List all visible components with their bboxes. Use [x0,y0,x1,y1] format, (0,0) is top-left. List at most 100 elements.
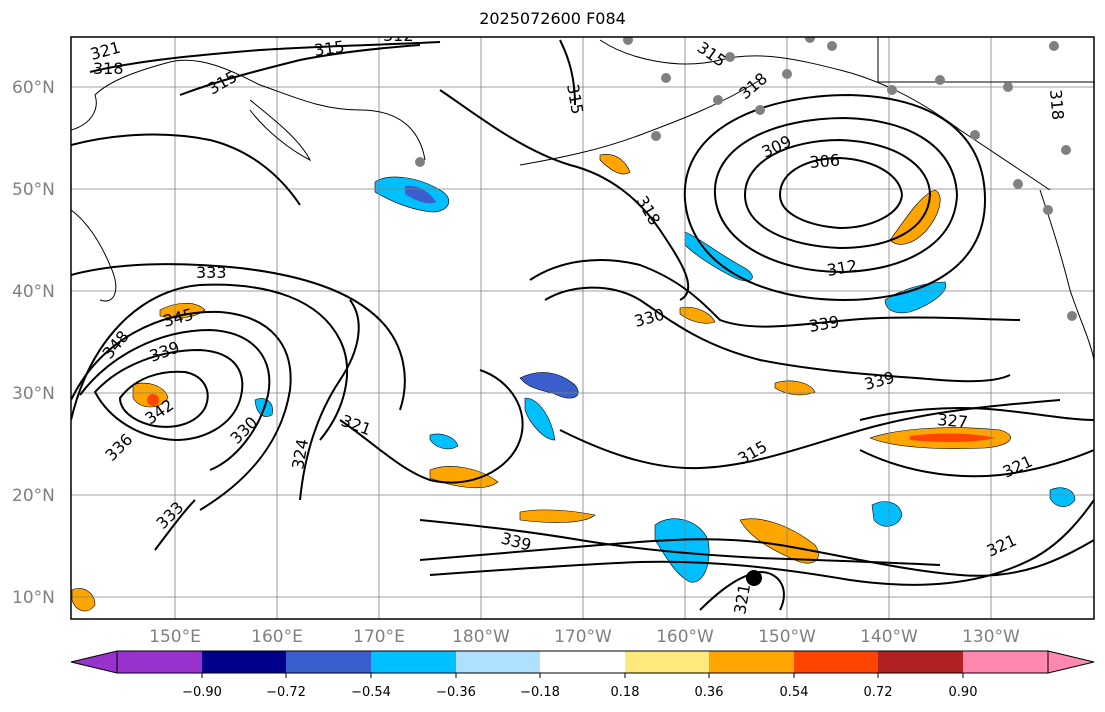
lat-label-10n: 10°N [12,588,55,608]
contour-318-upper [439,89,690,301]
colorbar-tick-label: 0.72 [864,685,893,700]
contour-327 [859,449,1094,478]
red-patch-west [147,394,159,406]
contours [71,39,1094,611]
contour-336 [299,299,360,501]
colorbar-extend-high [1047,650,1095,674]
colorbar-tick-label: −0.18 [520,685,560,700]
contour-342 [79,328,271,471]
blue-patch-midlat [519,372,579,399]
station-dot [1061,145,1071,155]
station-dot [805,37,815,43]
lon-label-150w: 150°W [758,627,816,647]
colorbar-tick-label: 0.36 [695,685,724,700]
colorbar-extend-low [70,650,118,674]
plot-area [71,37,1094,619]
colorbar-bin [456,651,540,673]
colorbar-bin [794,651,878,673]
colorbar-bin [709,651,794,673]
lon-label-170w: 170°W [554,627,612,647]
station-dot [1049,41,1059,51]
purple-patch-aleutian [405,185,436,204]
contour-339 [71,310,292,511]
station-dot [1003,82,1013,92]
contour-339-south [699,570,785,611]
graticule [71,37,1094,619]
contour-label: 333 [196,263,227,282]
coast-asia [71,59,426,161]
contour-label: 312 [383,26,414,45]
colorbar-bin [202,651,286,673]
orange-patch-bering [599,154,631,175]
station-dot [1013,179,1023,189]
contour-330-south [419,538,1094,577]
orange-patch-gulf [889,189,941,245]
coast-aleutians [519,79,761,166]
orange-patch-south2 [519,509,596,523]
colorbar-bin [963,651,1048,673]
station-dot [623,37,633,45]
lat-label-30n: 30°N [12,384,55,404]
colorbar-bin [540,651,625,673]
colorbar-tick-label: −0.54 [351,685,391,700]
coast-box [877,37,1094,83]
station-dot [782,69,792,79]
orange-patch-mid [774,380,816,396]
contour-low-309 [743,138,932,250]
lon-label-170e: 170°E [353,627,405,647]
station-dot [725,52,735,62]
map-frame [70,36,1095,620]
station-dot [827,41,837,51]
contour-315-mid [544,286,1011,383]
colorbar: −0.90 −0.72 −0.54 −0.36 −0.18 0.18 0.36 … [70,650,1095,700]
colorbar-tick-label: 0.54 [780,685,809,700]
contour-333 [71,283,348,441]
colorbar-bin [286,651,371,673]
coast-alaska [599,39,1051,191]
colorbar-bin [117,651,202,673]
contour-333-south [429,499,1094,586]
contour-348 [118,370,209,428]
station-dot [1067,311,1077,321]
blue-patch-south [654,518,710,583]
contour-330-north [71,133,301,206]
coast-japan [71,209,117,302]
contour-label: 306 [809,150,841,172]
colorbar-bin [878,651,963,673]
station-dot [755,105,765,115]
colorbar-frame [116,650,1049,674]
contour-low-315 [683,93,987,302]
blue-patch-east2 [1049,487,1076,507]
contour-345 [93,348,244,442]
contour-318-nw [89,41,441,73]
contour-low-306 [778,156,904,230]
lat-label-50n: 50°N [12,180,55,200]
blue-patch-central [524,397,556,441]
lon-label-160e: 160°E [251,627,303,647]
colorbar-ticks [201,673,964,678]
colorbar-bin [371,651,456,673]
station-dot [713,95,723,105]
station-dot [970,130,980,140]
station-dot [651,131,661,141]
station-dot [935,75,945,85]
lon-labels: 150°E 160°E 170°E 180°W 170°W 160°W 150°… [149,627,1020,647]
lat-label-60n: 60°N [12,78,55,98]
colorbar-tick-label: −0.72 [266,685,306,700]
contour-339-sw [154,499,196,551]
colorbar-tick-label: 0.90 [949,685,978,700]
contour-330-central [339,369,524,484]
contour-north-mid [559,39,576,106]
station-dots [415,37,1077,321]
coastlines [71,37,1094,361]
colorbar-bin [625,651,709,673]
lon-label-130w: 130°W [962,627,1020,647]
contour-321-south [419,519,941,566]
contour-318-mid [529,259,1021,328]
station-dot [887,85,897,95]
colorbar-tick-label: −0.90 [182,685,222,700]
contour-315-nw [179,44,421,96]
coast-kamchatka [249,99,312,162]
station-dot [661,73,671,83]
